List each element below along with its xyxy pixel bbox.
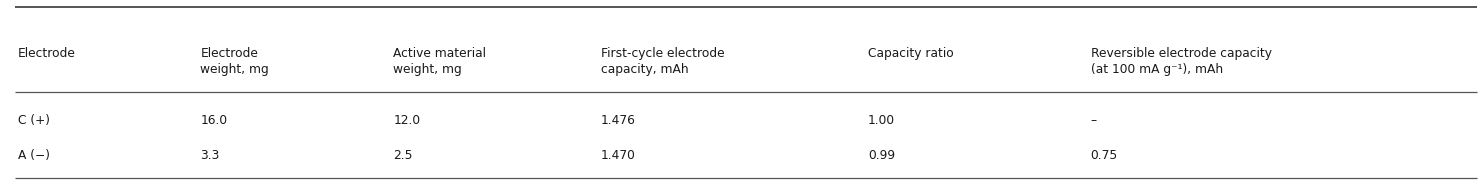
Text: 16.0: 16.0 (200, 114, 227, 127)
Text: 12.0: 12.0 (393, 114, 420, 127)
Text: Electrode: Electrode (18, 47, 76, 60)
Text: 1.470: 1.470 (601, 149, 637, 162)
Text: Electrode
weight, mg: Electrode weight, mg (200, 47, 269, 76)
Text: Reversible electrode capacity
(at 100 mA g⁻¹), mAh: Reversible electrode capacity (at 100 mA… (1091, 47, 1272, 76)
Text: First-cycle electrode
capacity, mAh: First-cycle electrode capacity, mAh (601, 47, 724, 76)
Text: A (−): A (−) (18, 149, 50, 162)
Text: C (+): C (+) (18, 114, 50, 127)
Text: 0.75: 0.75 (1091, 149, 1117, 162)
Text: 2.5: 2.5 (393, 149, 413, 162)
Text: 3.3: 3.3 (200, 149, 220, 162)
Text: Capacity ratio: Capacity ratio (868, 47, 954, 60)
Text: 1.476: 1.476 (601, 114, 637, 127)
Text: 0.99: 0.99 (868, 149, 895, 162)
Text: Active material
weight, mg: Active material weight, mg (393, 47, 487, 76)
Text: –: – (1091, 114, 1097, 127)
Text: 1.00: 1.00 (868, 114, 895, 127)
